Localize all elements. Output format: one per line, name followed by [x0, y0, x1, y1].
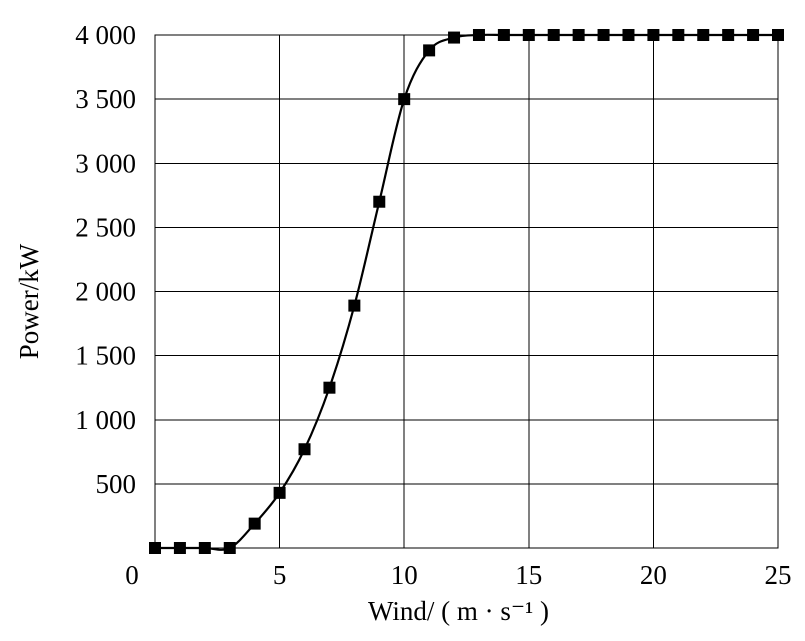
- data-point-marker: [647, 29, 660, 41]
- data-point-marker: [772, 29, 784, 41]
- x-axis-title: Wind/ ( m · s⁻¹ ): [368, 596, 549, 626]
- data-point-marker: [622, 29, 635, 41]
- y-tick-label: 500: [96, 469, 137, 499]
- x-tick-label: 25: [765, 560, 792, 590]
- data-point-marker: [448, 31, 461, 44]
- y-tick-label: 3 000: [75, 148, 136, 178]
- x-tick-label: 15: [515, 560, 542, 590]
- x-tick-label: 20: [640, 560, 667, 590]
- power-curve-line: [154, 33, 778, 551]
- data-point-marker: [423, 44, 436, 57]
- data-point-marker: [497, 29, 510, 41]
- data-point-marker: [198, 542, 211, 554]
- y-tick-label: 4 000: [75, 20, 136, 50]
- data-point-marker: [597, 29, 610, 41]
- y-tick-labels: 500 1 000 1 500 2 000 2 500 3 000 3 500 4 000: [75, 20, 136, 499]
- data-point-marker: [522, 29, 535, 41]
- data-point-marker: [149, 542, 161, 554]
- y-tick-label: 3 500: [75, 84, 136, 114]
- data-point-marker: [697, 29, 710, 41]
- data-point-marker: [323, 381, 336, 394]
- data-point-marker: [547, 29, 560, 41]
- data-markers: [149, 29, 784, 554]
- y-tick-label: 2 500: [75, 212, 136, 242]
- x-tick-label: 10: [391, 560, 418, 590]
- data-point-marker: [398, 93, 411, 106]
- data-point-marker: [572, 29, 585, 41]
- data-point-marker: [672, 29, 685, 41]
- data-point-marker: [273, 486, 286, 499]
- data-point-marker: [173, 542, 186, 554]
- data-point-marker: [747, 29, 760, 41]
- data-point-marker: [722, 29, 735, 41]
- y-tick-label: 1 500: [75, 341, 136, 371]
- x-tick-label: 5: [273, 560, 287, 590]
- data-point-marker: [298, 443, 311, 456]
- data-point-marker: [348, 299, 361, 312]
- y-axis-title: Power/kW: [14, 243, 44, 359]
- x-tick-labels: 0 5 10 15 20 25: [125, 560, 791, 590]
- y-tick-label: 2 000: [75, 277, 136, 307]
- data-point-marker: [248, 517, 261, 530]
- data-point-marker: [472, 29, 485, 41]
- grid: [155, 35, 778, 548]
- data-point-marker: [373, 195, 386, 208]
- y-tick-label: 1 000: [75, 405, 136, 435]
- data-point-marker: [223, 542, 236, 554]
- x-tick-label: 0: [125, 560, 139, 590]
